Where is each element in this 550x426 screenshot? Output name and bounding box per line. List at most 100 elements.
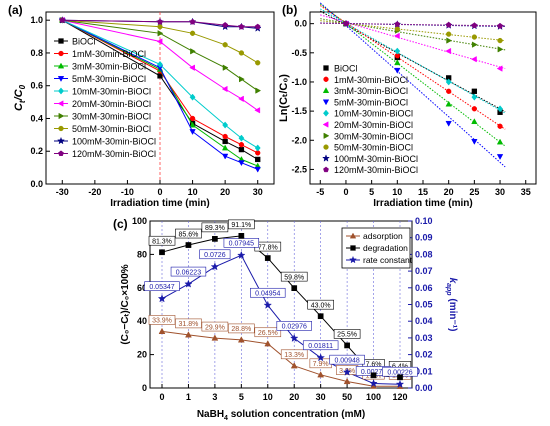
- data-point-1mm-30min-biocl: [238, 142, 245, 148]
- data-point-120mm-30min-biocl: [238, 23, 245, 30]
- x-tick-label: 10: [263, 392, 273, 402]
- data-label-box: [175, 228, 202, 239]
- x-tick-label: -10: [121, 187, 134, 197]
- legend-marker: [57, 100, 64, 107]
- data-label-rate-constant: 0.0726: [204, 252, 226, 259]
- data-point-10mm-30min-biocl: [222, 121, 229, 129]
- legend-marker: [323, 76, 329, 82]
- legend-marker: [58, 87, 64, 95]
- y-right-tick-label: 0.09: [415, 233, 433, 243]
- x-tick-label: 20: [289, 392, 299, 402]
- x-tick-label: 20: [444, 187, 454, 197]
- data-point-adsorption: [343, 377, 351, 385]
- x-tick-label: -30: [56, 187, 69, 197]
- legend-label: BiOCl: [334, 64, 358, 74]
- data-label-rate-constant: 0.07945: [229, 241, 254, 248]
- data-point-120mm-30min-biocl: [343, 20, 349, 27]
- data-point-50mm-30min-biocl: [189, 30, 196, 36]
- data-point-50mm-30min-biocl: [497, 37, 503, 44]
- y-tick-label: 0.8: [30, 48, 43, 58]
- data-point-rate-constant: [316, 353, 326, 362]
- data-point-rate-constant: [157, 294, 167, 303]
- legend-label: 3mM-30min-BiOCl: [334, 86, 408, 96]
- x-tick-label: 0: [343, 187, 348, 197]
- data-point-10mm-30min-biocl: [254, 144, 261, 152]
- x-tick-label: 35: [521, 187, 531, 197]
- data-point-rate-constant: [263, 300, 273, 309]
- data-label-box: [199, 249, 231, 260]
- panel-c: 0 1 3 5 10 20 30 50 100 1200204060801000.000.010.…: [113, 216, 458, 422]
- y-right-tick-label: 0.04: [415, 316, 433, 326]
- y-tick-label: 1.0: [30, 15, 43, 25]
- data-point-20mm-30min-biocl: [156, 38, 163, 45]
- data-point-3mm-30min-biocl: [471, 118, 478, 125]
- data-label-box: [333, 329, 361, 339]
- data-point-10mm-30min-biocl: [471, 93, 478, 101]
- legend-marker: [322, 121, 329, 128]
- data-point-20mm-30min-biocl: [496, 65, 503, 72]
- data-point-120mm-30min-biocl: [471, 22, 478, 28]
- panel-a: -30 -20 -10 0 10 20 30 0.0 0.2 0.4 0.6 0.8 1.0 (a) Irr…: [8, 3, 275, 209]
- data-point-50mm-30min-biocl: [157, 24, 163, 30]
- legend-label: degradation: [363, 243, 408, 253]
- data-point-20mm-30min-biocl: [254, 107, 261, 114]
- legend-label: 30mM-30min-BiOCl: [72, 112, 151, 122]
- y-tick-label: 0.6: [30, 81, 43, 91]
- y-right-tick-label: 0.06: [415, 283, 433, 293]
- data-point-120mm-30min-biocl: [445, 21, 452, 28]
- data-label-rate-constant: 0.00226: [387, 370, 412, 377]
- y-left-tick-label: 40: [137, 316, 147, 326]
- data-label-degradation: 91.1%: [231, 222, 251, 229]
- x-tick-label: 5: [239, 392, 244, 402]
- legend-label: 1mM-30min-BiOCl: [72, 49, 146, 59]
- data-point-10mm-30min-biocl: [497, 105, 504, 113]
- x-tick-label: 3: [212, 392, 217, 402]
- data-point-degradation: [185, 242, 192, 248]
- y-axis-label: Ct/C0: [13, 84, 27, 111]
- legend-marker: [349, 255, 357, 264]
- x-tick-label: 30: [495, 187, 505, 197]
- data-point-30mm-30min-biocl: [471, 41, 478, 48]
- data-point-biocl: [238, 146, 245, 153]
- data-point-biocl: [471, 88, 478, 94]
- data-point-adsorption: [185, 331, 192, 338]
- data-label-rate-constant: 0.02976: [282, 324, 307, 331]
- y-right-tick-label: 0.00: [415, 383, 433, 393]
- legend-marker: [322, 154, 330, 162]
- data-label-degradation: 77.8%: [258, 244, 278, 251]
- series-line-5mm-30min-biocl: [62, 19, 258, 170]
- data-point-10mm-30min-biocl: [445, 78, 452, 86]
- data-point-rate-constant: [184, 279, 193, 288]
- legend-marker: [323, 166, 329, 173]
- data-point-30mm-30min-biocl: [239, 75, 245, 83]
- x-tick-label: 20: [220, 187, 230, 197]
- data-label-box: [175, 318, 202, 329]
- data-point-5mm-30min-biocl: [496, 154, 504, 160]
- data-label-adsorption: 28.8%: [231, 326, 251, 333]
- data-point-1mm-30min-biocl: [497, 123, 503, 129]
- legend-marker: [58, 112, 65, 120]
- y-tick-label: -2.5: [291, 164, 307, 174]
- legend-marker: [57, 76, 65, 82]
- x-tick-label: 25: [469, 187, 479, 197]
- y-tick-label: 0.2: [30, 146, 43, 156]
- data-label-box: [250, 287, 286, 298]
- data-point-5mm-30min-biocl: [471, 139, 478, 145]
- y-tick-label: -1.5: [291, 106, 307, 116]
- legend-label: 5mM-30min-BiOCl: [72, 74, 146, 84]
- y-right-axis-label: kapp (min⁻¹): [445, 278, 458, 332]
- data-point-5mm-30min-biocl: [394, 67, 401, 74]
- data-point-degradation: [344, 342, 350, 349]
- data-point-30mm-30min-biocl: [222, 64, 229, 71]
- y-right-tick-label: 0.03: [415, 333, 433, 343]
- legend-marker: [323, 144, 329, 150]
- y-left-tick-label: 20: [137, 350, 147, 360]
- data-point-50mm-30min-biocl: [394, 26, 400, 32]
- data-point-rate-constant: [236, 250, 246, 259]
- panel-b: -5 0 5 10 15 20 25 30 35 -2.5 -2.0 -1.5 -1.0 -0.5 0.0 (…: [278, 2, 537, 209]
- data-point-rate-constant: [369, 378, 378, 388]
- data-point-10mm-30min-biocl: [394, 47, 401, 55]
- y-left-tick-label: 0: [142, 383, 147, 393]
- data-point-degradation: [397, 374, 403, 381]
- data-point-5mm-30min-biocl: [238, 160, 245, 167]
